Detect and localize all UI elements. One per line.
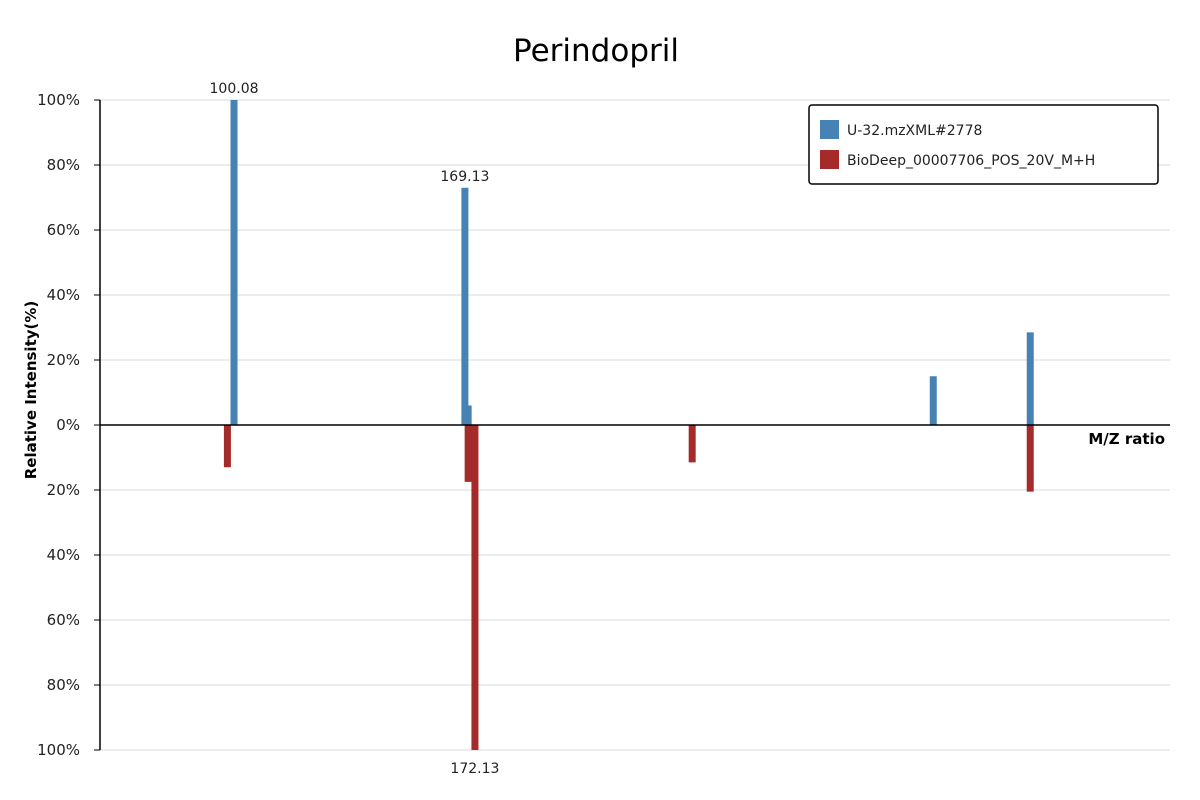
y-tick-label: 60% <box>47 221 80 239</box>
x-axis-label: M/Z ratio <box>1088 430 1165 448</box>
query-peak-label: 169.13 <box>440 169 489 185</box>
axes <box>99 100 1170 750</box>
query-peak-bar <box>1026 332 1034 425</box>
spectrum-bars <box>223 100 1034 750</box>
reference-peak-bar <box>223 425 231 468</box>
reference-peak-bar <box>471 425 479 750</box>
gridlines <box>100 99 1170 751</box>
reference-peak-bar <box>1026 425 1034 492</box>
legend-swatch-query <box>820 120 839 139</box>
y-tick-label: 0% <box>56 416 80 434</box>
query-peak-label: 100.08 <box>210 81 259 97</box>
reference-peak-label: 172.13 <box>450 761 499 777</box>
y-tick-label: 40% <box>47 286 80 304</box>
y-tick-label: 20% <box>47 481 80 499</box>
y-tick-label: 100% <box>37 91 80 109</box>
reference-peak-bar <box>688 425 696 463</box>
legend-label-query: U-32.mzXML#2778 <box>847 123 982 139</box>
query-peak-bar <box>929 376 937 425</box>
query-peak-bar <box>461 187 469 425</box>
y-tick-label: 100% <box>37 741 80 759</box>
chart-title: Perindopril <box>513 33 679 69</box>
legend-label-reference: BioDeep_00007706_POS_20V_M+H <box>847 153 1095 169</box>
y-tick-label: 20% <box>47 351 80 369</box>
peak-labels: 100.08 169.13 172.13 <box>210 81 500 777</box>
y-axis-ticks: 100% 80% 60% 40% 20% 0% 20% 40% 60% 80% 100% <box>37 91 100 759</box>
y-tick-label: 80% <box>47 156 80 174</box>
y-axis-label: Relative Intensity(%) <box>22 301 40 480</box>
y-tick-label: 40% <box>47 546 80 564</box>
y-tick-label: 80% <box>47 676 80 694</box>
query-peak-bar <box>464 405 472 425</box>
legend-swatch-reference <box>820 150 839 169</box>
reference-peak-bar <box>464 425 472 482</box>
y-tick-label: 60% <box>47 611 80 629</box>
query-peak-bar <box>230 100 238 425</box>
legend-box <box>808 104 1159 185</box>
legend: U-32.mzXML#2778 BioDeep_00007706_POS_20V… <box>808 104 1159 185</box>
